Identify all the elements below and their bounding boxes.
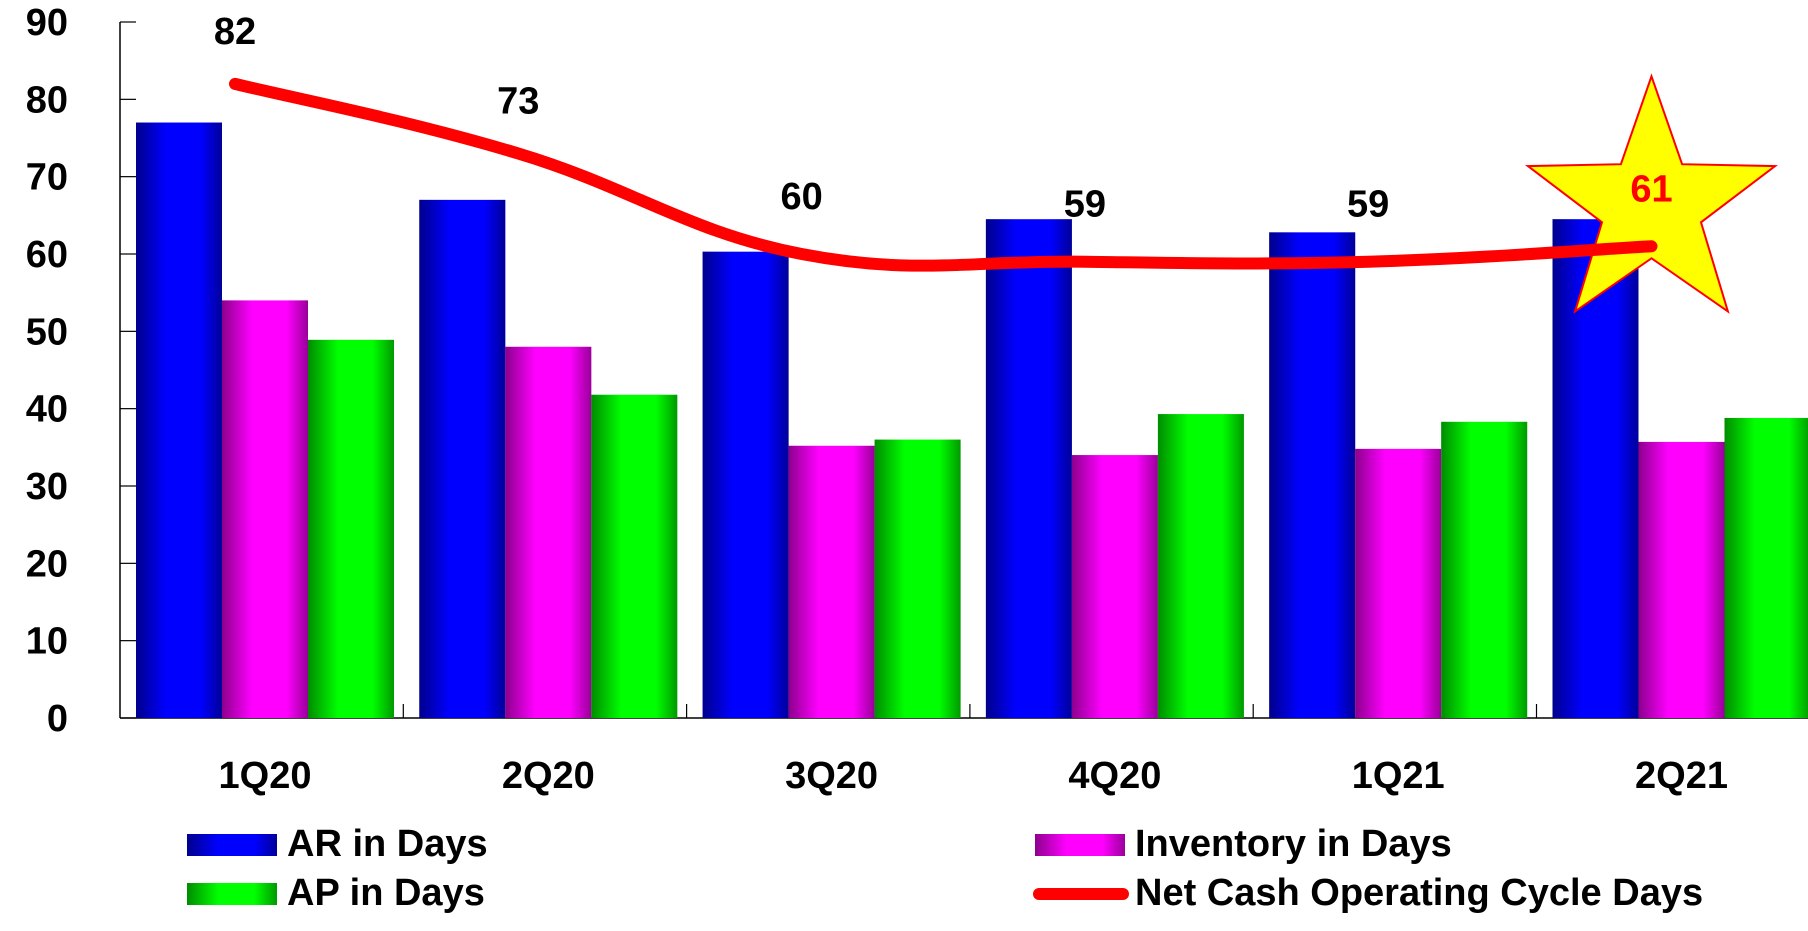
y-tick-label: 80 bbox=[26, 79, 68, 121]
legend-label-ap-in-days: AP in Days bbox=[287, 872, 485, 914]
net-cycle-line bbox=[229, 77, 1658, 272]
bar-shading-ar-in-days-3q20 bbox=[702, 251, 789, 718]
net-cycle-line-layer bbox=[229, 77, 1658, 272]
legend-label-ar-in-days: AR in Days bbox=[287, 823, 488, 865]
x-tick-label-2q20: 2Q20 bbox=[502, 755, 595, 797]
data-labels: 82 73 60 59 59 61 bbox=[214, 11, 1673, 226]
y-tick-label: 40 bbox=[26, 389, 68, 431]
legend-label-net-cash-operating-cycle-days: Net Cash Operating Cycle Days bbox=[1135, 872, 1703, 914]
y-tick-label: 50 bbox=[26, 311, 68, 353]
bar-shading-ar-in-days-1q21 bbox=[1269, 232, 1356, 718]
bar-shading-ar-in-days-2q20 bbox=[419, 199, 506, 718]
x-tick-label-2q21: 2Q21 bbox=[1635, 755, 1728, 797]
x-tick-label-1q21: 1Q21 bbox=[1352, 755, 1445, 797]
y-tick-label: 90 bbox=[26, 2, 68, 44]
bar-shading-ap-in-days-2q21 bbox=[1724, 417, 1808, 718]
line-data-label-1q20: 82 bbox=[214, 11, 256, 53]
y-tick-label: 10 bbox=[26, 621, 68, 663]
legend-swatch-shading-inventory-in-days bbox=[1035, 834, 1125, 856]
bar-shading-ap-in-days-1q21 bbox=[1441, 421, 1528, 718]
legend-swatch-shading-ar-in-days bbox=[187, 834, 277, 856]
bar-shading-ap-in-days-1q20 bbox=[308, 339, 394, 718]
y-tick-label: 30 bbox=[26, 466, 68, 508]
bar-shading-ap-in-days-2q20 bbox=[591, 394, 678, 718]
bar-shading-inventory-in-days-1q20 bbox=[222, 300, 308, 718]
line-data-label-2q20: 73 bbox=[497, 80, 539, 122]
bar-shading-inventory-in-days-4q20 bbox=[1071, 455, 1158, 718]
axes: 0 10 20 30 40 50 60 70 80 90 1Q20 2Q20 3Q20 4Q20 1Q21 2… bbox=[26, 2, 1808, 797]
bar-shading-inventory-in-days-3q20 bbox=[788, 445, 875, 718]
bar-shading-ar-in-days-1q20 bbox=[136, 122, 222, 719]
y-tick-label: 60 bbox=[26, 234, 68, 276]
line-data-label-4q20: 59 bbox=[1064, 184, 1106, 226]
bars bbox=[136, 122, 1808, 719]
legend-label-inventory-in-days: Inventory in Days bbox=[1135, 823, 1452, 865]
bar-shading-inventory-in-days-2q21 bbox=[1638, 441, 1725, 718]
line-data-label-1q21: 59 bbox=[1347, 184, 1389, 226]
bar-shading-ar-in-days-4q20 bbox=[985, 219, 1072, 718]
y-tick-label: 70 bbox=[26, 157, 68, 199]
x-tick-label-3q20: 3Q20 bbox=[785, 755, 878, 797]
legend-swatch-shading-ap-in-days bbox=[187, 883, 277, 905]
bar-shading-inventory-in-days-2q20 bbox=[505, 346, 592, 718]
legend: AR in Days Inventory in Days AP in Days Net… bbox=[187, 823, 1703, 914]
bar-shading-ar-in-days-2q21 bbox=[1552, 219, 1639, 718]
bar-shading-ap-in-days-4q20 bbox=[1157, 414, 1244, 718]
line-data-label-3q20: 60 bbox=[780, 176, 822, 218]
bar-shading-inventory-in-days-1q21 bbox=[1355, 448, 1442, 718]
x-tick-label-1q20: 1Q20 bbox=[219, 755, 312, 797]
x-tick-label-4q20: 4Q20 bbox=[1068, 755, 1161, 797]
y-tick-label: 0 bbox=[47, 698, 68, 740]
y-tick-label: 20 bbox=[26, 543, 68, 585]
bar-shading-ap-in-days-3q20 bbox=[874, 439, 961, 718]
star-icon bbox=[1525, 73, 1778, 314]
line-data-label-2q21: 61 bbox=[1630, 168, 1672, 210]
highlight-star bbox=[1525, 73, 1778, 314]
